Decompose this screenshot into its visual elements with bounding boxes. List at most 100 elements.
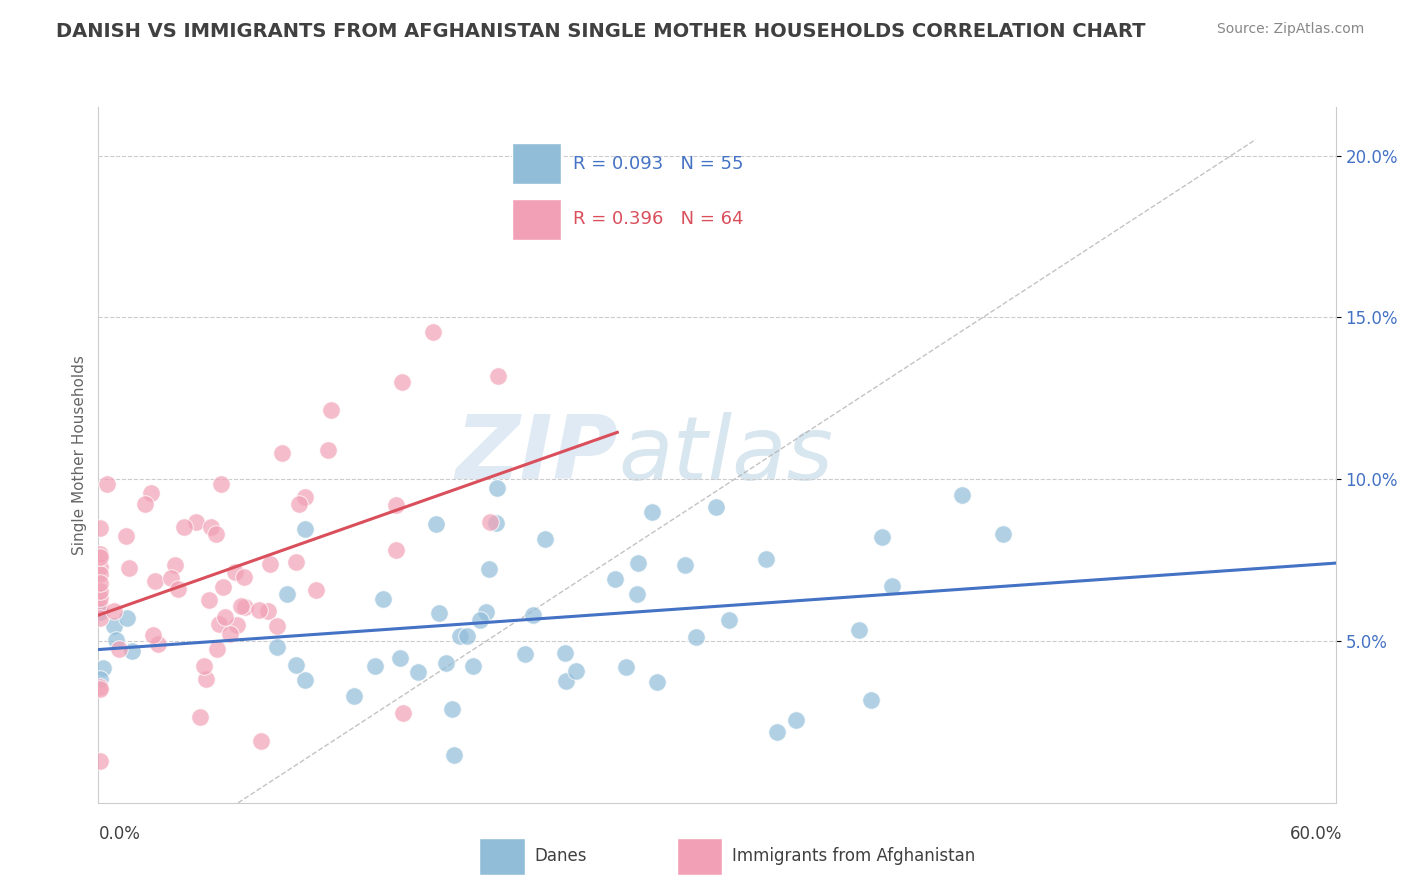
Text: Danes: Danes [534,847,588,865]
Point [685,630,707,644]
Point [555,673,578,688]
Point [461,659,484,673]
Point [522,607,544,622]
Point [91,661,114,675]
Point [266,640,288,654]
Point [718,613,741,627]
Point [673,558,696,572]
Point [427,606,450,620]
Point [142,627,165,641]
Point [422,325,444,339]
Point [389,651,412,665]
Point [872,530,894,544]
Point [641,504,664,518]
Point [247,603,270,617]
Point [159,571,181,585]
Point [148,637,170,651]
Point [554,646,576,660]
Point [478,562,501,576]
Point [627,556,650,570]
Point [89,575,111,590]
Point [605,573,627,587]
Point [392,706,415,721]
Bar [479,838,524,875]
Text: R = 0.093   N = 55: R = 0.093 N = 55 [574,155,744,173]
Text: Immigrants from Afghanistan: Immigrants from Afghanistan [733,847,976,865]
Point [406,665,429,679]
Text: 0.0%: 0.0% [98,825,141,843]
Point [188,710,211,724]
Point [233,600,256,615]
Point [121,644,143,658]
Point [991,526,1014,541]
Point [456,629,478,643]
Point [96,476,118,491]
Point [89,611,111,625]
Point [515,648,537,662]
Point [479,515,502,529]
Point [391,376,413,390]
Point [209,477,232,491]
Point [212,580,235,594]
Point [117,611,139,625]
Text: R = 0.396   N = 64: R = 0.396 N = 64 [574,211,744,228]
Point [167,582,190,596]
Point [143,574,166,588]
Point [294,673,316,687]
Point [785,713,807,727]
Point [950,487,973,501]
Point [859,693,882,707]
Point [425,516,447,531]
Point [214,610,236,624]
Point [105,633,128,648]
Point [89,682,111,697]
Point [205,641,228,656]
Point [108,642,131,657]
Point [89,547,111,561]
Point [205,527,228,541]
Point [184,515,207,529]
Point [436,656,458,670]
Bar [512,199,561,240]
Point [118,561,141,575]
Point [103,604,125,618]
Point [470,613,492,627]
Point [385,499,408,513]
Point [224,566,246,580]
Point [474,605,496,619]
Point [373,592,395,607]
Text: ZIP: ZIP [456,411,619,499]
Point [305,583,328,598]
Point [139,486,162,500]
Point [766,725,789,739]
Point [266,619,288,633]
Point [259,558,281,572]
Y-axis label: Single Mother Households: Single Mother Households [72,355,87,555]
Point [880,579,903,593]
Point [134,497,156,511]
Point [89,672,111,686]
Text: DANISH VS IMMIGRANTS FROM AFGHANISTAN SINGLE MOTHER HOUSEHOLDS CORRELATION CHART: DANISH VS IMMIGRANTS FROM AFGHANISTAN SI… [56,22,1146,41]
Point [89,550,111,565]
Point [706,500,728,515]
Point [271,445,294,459]
Point [343,689,366,703]
Text: atlas: atlas [619,412,832,498]
Point [218,627,240,641]
Point [89,560,111,574]
Point [485,481,508,495]
Point [194,672,217,686]
Point [257,604,280,618]
Point [276,587,298,601]
Point [440,702,463,716]
Point [200,520,222,534]
Point [449,629,471,643]
Point [89,754,111,768]
Point [316,443,339,458]
Point [89,584,111,599]
Point [89,599,111,613]
Point [89,521,111,535]
Point [848,623,870,637]
Point [755,551,778,566]
Point [284,555,307,569]
